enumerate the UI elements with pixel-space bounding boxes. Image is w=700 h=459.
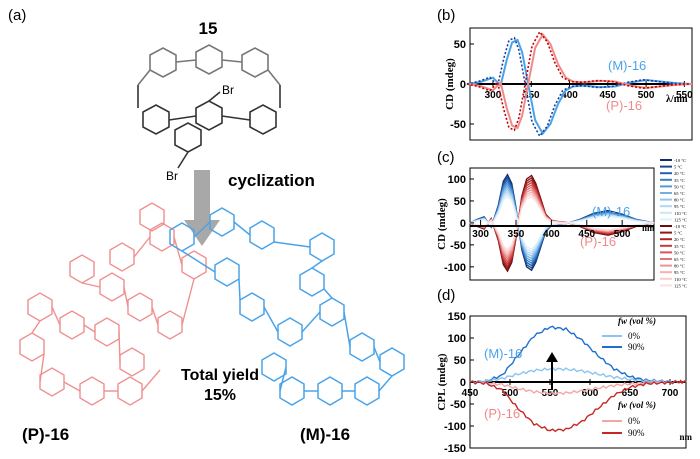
reaction-label: cyclization [228,171,315,190]
d-ytick-label: -150 [444,443,466,455]
d-xtick-label: 500 [502,388,519,399]
b-xtick-label: 550 [676,90,693,101]
chart-c-legend-m-temp: 5 °C [674,165,682,170]
chart-d-xlabel: nm [679,432,692,442]
chart-d-legend-title-upper: fw (vol %) [618,316,656,326]
chart-b: 500-50 300 350 400 450 500 550 (M)-16 (P)-16 … [444,27,693,141]
c-ytick-label: 0 [460,218,466,230]
chart-b-m-label: (M)-16 [608,58,646,73]
chart-b-series-p16-calc [466,30,689,132]
chart-b-p-label: (P)-16 [606,98,642,113]
chart-d-legend-upper-0: 0% [628,331,641,341]
panel-d-label: (d) [437,287,455,304]
compound-15-label: 15 [199,19,218,38]
chart-c-legend-m-temp: -10 °C [674,158,686,163]
chart-c-legend-p-temp: 65 °C [674,257,685,262]
c-ytick-label: 50 [454,196,466,208]
chart-c-xlabel: nm [642,223,655,233]
d-ytick-label: 100 [448,333,466,345]
chart-c-legend-m-temp: 110 °C [674,211,687,216]
c-xtick-label: 450 [578,229,595,240]
b-ytick-label: 50 [454,39,466,51]
b-ytick-label: -50 [450,119,466,131]
chart-c-m-label: (M)-16 [592,204,630,219]
compound-15-structure [137,44,281,169]
chart-c-frame [469,167,655,281]
chart-b-ylabel: CD (mdeg) [444,58,456,110]
c-ytick-label: -50 [450,240,466,252]
panel-a-label: (a) [8,7,26,24]
d-ytick-label: 50 [454,355,466,367]
chart-c-legend-p-temp: 80 °C [674,264,685,269]
chart-d-series [469,379,687,433]
chart-c-legend-m-temp: 80 °C [674,198,685,203]
yield-line-2: 15% [204,387,236,404]
chart-b-xlabel: λ/nm [666,94,688,105]
chart-d-m-label: (M)-16 [484,346,522,361]
br-top-label: Br [222,83,234,97]
chart-d-legend-upper-1: 90% [628,342,645,352]
chart-c-legend-p-temp: 50 °C [674,250,685,255]
c-xtick-label: 500 [614,229,631,240]
chart-c-series-p16 [469,196,655,251]
chart-d-legend-lower-0: 0% [628,416,641,426]
yield-line-1: Total yield [181,367,259,384]
d-xtick-label: 700 [662,388,679,399]
chart-c-legend-m-temp: 65 °C [674,191,685,196]
chart-d-legend-lower-1: 90% [628,428,645,438]
c-ytick-label: -100 [444,262,466,274]
chart-c-legend-p-temp: 110 °C [674,277,687,282]
d-ytick-label: 0 [460,377,466,389]
p16-structure [19,202,207,406]
chart-c-legend-p-temp: 35 °C [674,244,685,249]
chart-c-legend-p-temp: 125 °C [674,283,687,288]
chart-d-series [469,366,687,385]
p16-label: (P)-16 [22,425,69,444]
br-bottom-label: Br [166,169,178,183]
d-ytick-label: -50 [450,399,466,411]
b-xtick-label: 400 [561,90,578,101]
d-xtick-label: 450 [462,388,479,399]
panel-c-label: (c) [437,149,455,166]
c-xtick-label: 400 [543,229,560,240]
b-xtick-label: 300 [485,90,502,101]
chart-c-legend-m-temp: 95 °C [674,204,685,209]
m16-structure [169,207,405,406]
b-xtick-label: 450 [599,90,616,101]
panel-b-label: (b) [437,7,455,24]
d-ytick-label: -100 [444,421,466,433]
chart-c-legend-m-temp: 125 °C [674,217,687,222]
m16-label: (M)-16 [300,425,350,444]
chart-c-legend-p-temp: -10 °C [674,224,686,229]
chart-d-ylabel: CPL (mdeg) [436,353,448,410]
chart-c-legend-p-temp: 95 °C [674,270,685,275]
chart-d-arrow [546,352,558,390]
reaction-arrow [184,170,220,246]
chart-c-legend-p-temp: 5 °C [674,231,682,236]
chart-c-series-m16 [469,195,655,250]
chart-d-legend-title-lower: fw (vol %) [618,400,656,410]
b-xtick-label: 500 [638,90,655,101]
chart-c-p-label: (P)-16 [580,234,616,249]
d-ytick-label: 150 [448,311,466,323]
chart-d-p-label: (P)-16 [484,406,520,421]
c-xtick-label: 300 [472,229,489,240]
chart-c-legend-p-temp: 20 °C [674,237,685,242]
chart-c-ylabel: CD (mdeg) [436,198,448,250]
chart-c-legend-m-temp: 35 °C [674,178,685,183]
c-ytick-label: 100 [448,174,466,186]
b-ytick-label: 0 [460,79,466,91]
chart-b-series-m16-calc [466,36,689,138]
c-xtick-label: 350 [508,229,525,240]
chart-c-legend-m-temp: 50 °C [674,184,685,189]
d-xtick-label: 650 [622,388,639,399]
d-xtick-label: 600 [582,388,599,399]
b-xtick-label: 350 [523,90,540,101]
chart-c-legend-m-temp: 20 °C [674,171,685,176]
